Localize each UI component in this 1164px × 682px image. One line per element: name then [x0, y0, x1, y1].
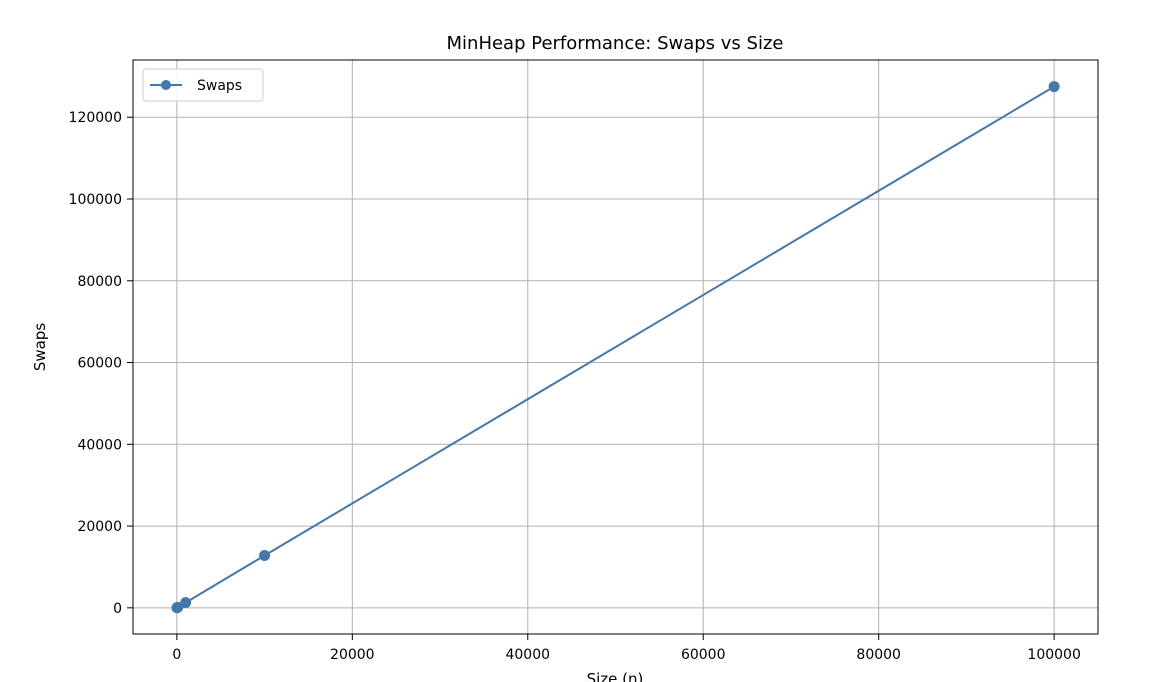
data-point: [1048, 81, 1060, 93]
x-tick-label: 0: [172, 647, 181, 663]
y-tick-label: 60000: [77, 356, 122, 372]
legend-label-swaps: Swaps: [197, 78, 242, 94]
series-layer: [171, 81, 1060, 614]
y-axis-label: Swaps: [31, 323, 49, 372]
grid-layer: [133, 60, 1098, 634]
y-tick-label: 100000: [69, 192, 122, 208]
data-point: [172, 601, 184, 613]
x-tick-label: 40000: [505, 647, 550, 663]
legend-marker: [161, 80, 171, 90]
ticks-layer: 0 20000 40000 60000 80000 100000 0 20000 40000 60…: [69, 110, 1081, 663]
series-line-swaps: [176, 85, 1055, 609]
x-axis-label: Size (n): [587, 670, 644, 682]
legend-box: [142, 68, 264, 102]
legend: Swaps: [142, 68, 264, 102]
plot-frame: [132, 59, 1099, 635]
y-tick-label: 120000: [69, 110, 122, 126]
data-point: [259, 550, 271, 562]
chart-title: MinHeap Performance: Swaps vs Size: [447, 33, 784, 54]
y-tick-label: 20000: [77, 519, 122, 535]
x-tick-label: 100000: [1027, 647, 1080, 663]
x-tick-label: 60000: [681, 647, 726, 663]
y-tick-label: 80000: [77, 274, 122, 290]
y-tick-label: 40000: [77, 437, 122, 453]
y-tick-label: 0: [113, 601, 122, 617]
x-tick-label: 80000: [856, 647, 901, 663]
x-tick-label: 20000: [330, 647, 375, 663]
data-point: [180, 597, 192, 609]
